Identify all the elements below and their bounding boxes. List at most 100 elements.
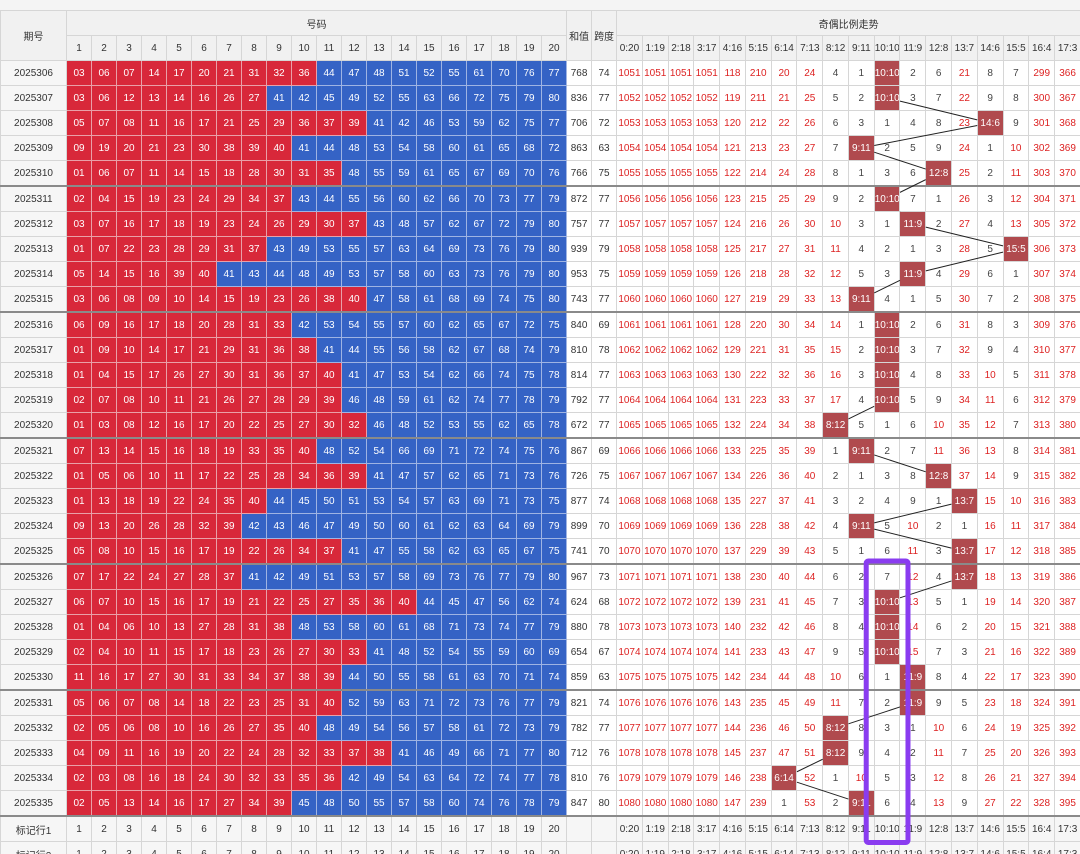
drawn-number: 39 <box>241 135 267 161</box>
issue: 2025327 <box>0 589 67 615</box>
ratio-hit: 10:10 <box>873 85 901 111</box>
drawn-number: 79 <box>540 790 568 817</box>
omission: 393 <box>1054 740 1080 766</box>
omission: 118 <box>719 60 746 86</box>
header-issue: 期号 <box>0 10 67 61</box>
drawn-number: 26 <box>216 715 242 741</box>
drawn-number: 73 <box>441 563 467 590</box>
omission: 1076 <box>667 689 695 716</box>
omission: 31 <box>770 337 798 363</box>
footer-empty <box>566 841 593 854</box>
drawn-number: 74 <box>540 589 568 615</box>
omission: 5 <box>822 538 849 565</box>
drawn-number: 72 <box>516 311 542 338</box>
omission: 9 <box>847 740 875 766</box>
drawn-number: 51 <box>341 488 367 514</box>
footer-number: 7 <box>216 841 242 854</box>
drawn-number: 50 <box>366 664 392 691</box>
sum: 726 <box>566 463 593 489</box>
omission: 28 <box>796 160 824 187</box>
drawn-number: 22 <box>216 740 242 766</box>
omission: 6 <box>822 563 849 590</box>
drawn-number: 27 <box>191 362 217 388</box>
omission: 307 <box>1028 261 1056 287</box>
omission: 1067 <box>616 463 643 489</box>
drawn-number: 75 <box>516 110 542 136</box>
omission: 1078 <box>641 740 669 766</box>
drawn-number: 22 <box>166 488 192 514</box>
omission: 1 <box>899 286 927 313</box>
drawn-number: 56 <box>391 337 417 363</box>
drawn-number: 47 <box>366 538 392 565</box>
drawn-number: 46 <box>341 387 367 413</box>
drawn-number: 21 <box>216 110 242 136</box>
drawn-number: 58 <box>391 261 417 287</box>
omission: 5 <box>822 85 849 111</box>
drawn-number: 63 <box>466 664 492 691</box>
sum: 953 <box>566 261 593 287</box>
omission: 1068 <box>616 488 643 514</box>
ratio-hit: 12:8 <box>925 463 953 489</box>
omission: 3 <box>847 211 875 237</box>
drawn-number: 66 <box>466 740 492 766</box>
drawn-number: 13 <box>116 790 142 817</box>
drawn-number: 53 <box>441 412 467 439</box>
omission: 36 <box>796 362 824 388</box>
omission: 6 <box>925 311 953 338</box>
drawn-number: 80 <box>540 211 568 237</box>
omission: 128 <box>719 311 746 338</box>
omission: 1055 <box>667 160 695 187</box>
issue: 2025321 <box>0 437 67 464</box>
drawn-number: 04 <box>91 614 117 640</box>
ratio-column: 1:19 <box>641 35 669 61</box>
drawn-number: 07 <box>66 563 92 590</box>
footer-row: 标记行1 1 2 3 4 5 6 7 8 9 10 11 12 13 14 15 16 17 18 19 20 0:20 1… <box>0 815 1080 842</box>
number-column: 19 <box>516 35 542 61</box>
issue: 2025328 <box>0 614 67 640</box>
drawn-number: 16 <box>166 412 192 439</box>
drawn-number: 30 <box>191 135 217 161</box>
drawn-number: 29 <box>291 211 317 237</box>
number-column: 13 <box>366 35 392 61</box>
omission: 212 <box>744 110 772 136</box>
sum: 766 <box>566 160 593 187</box>
footer-ratio: 3:17 <box>693 841 721 854</box>
omission: 37 <box>951 463 978 489</box>
drawn-number: 10 <box>141 614 167 640</box>
drawn-number: 15 <box>141 437 167 464</box>
sum: 872 <box>566 185 593 212</box>
drawn-number: 49 <box>341 715 367 741</box>
number-column: 5 <box>166 35 192 61</box>
drawn-number: 18 <box>191 689 217 716</box>
sum: 863 <box>566 135 593 161</box>
drawn-number: 08 <box>141 689 167 716</box>
drawn-number: 26 <box>166 362 192 388</box>
data-row: 2025313 01 07 22 23 28 29 31 37 43 49 53 55 57 63 64 69 7… <box>0 236 1080 262</box>
omission: 1 <box>847 538 875 565</box>
ratio-hit: 11:9 <box>899 664 927 691</box>
drawn-number: 30 <box>316 412 342 439</box>
drawn-number: 31 <box>241 362 267 388</box>
omission: 1062 <box>693 337 721 363</box>
sum: 654 <box>566 639 593 665</box>
drawn-number: 07 <box>66 437 92 464</box>
omission: 1071 <box>616 563 643 590</box>
ratio-column: 5:15 <box>744 35 772 61</box>
drawn-number: 21 <box>191 387 217 413</box>
drawn-number: 68 <box>491 337 517 363</box>
omission: 315 <box>1028 463 1056 489</box>
omission: 5 <box>847 261 875 287</box>
omission: 378 <box>1054 362 1080 388</box>
ratio-column: 4:16 <box>719 35 746 61</box>
omission: 390 <box>1054 664 1080 691</box>
footer-number: 5 <box>166 815 192 842</box>
drawn-number: 34 <box>241 185 267 212</box>
omission: 1066 <box>667 437 695 464</box>
drawn-number: 79 <box>516 211 542 237</box>
omission: 1057 <box>693 211 721 237</box>
drawn-number: 78 <box>516 387 542 413</box>
ratio-hit: 11:9 <box>899 261 927 287</box>
drawn-number: 20 <box>116 513 142 539</box>
omission: 6 <box>925 614 953 640</box>
issue: 2025331 <box>0 689 67 716</box>
